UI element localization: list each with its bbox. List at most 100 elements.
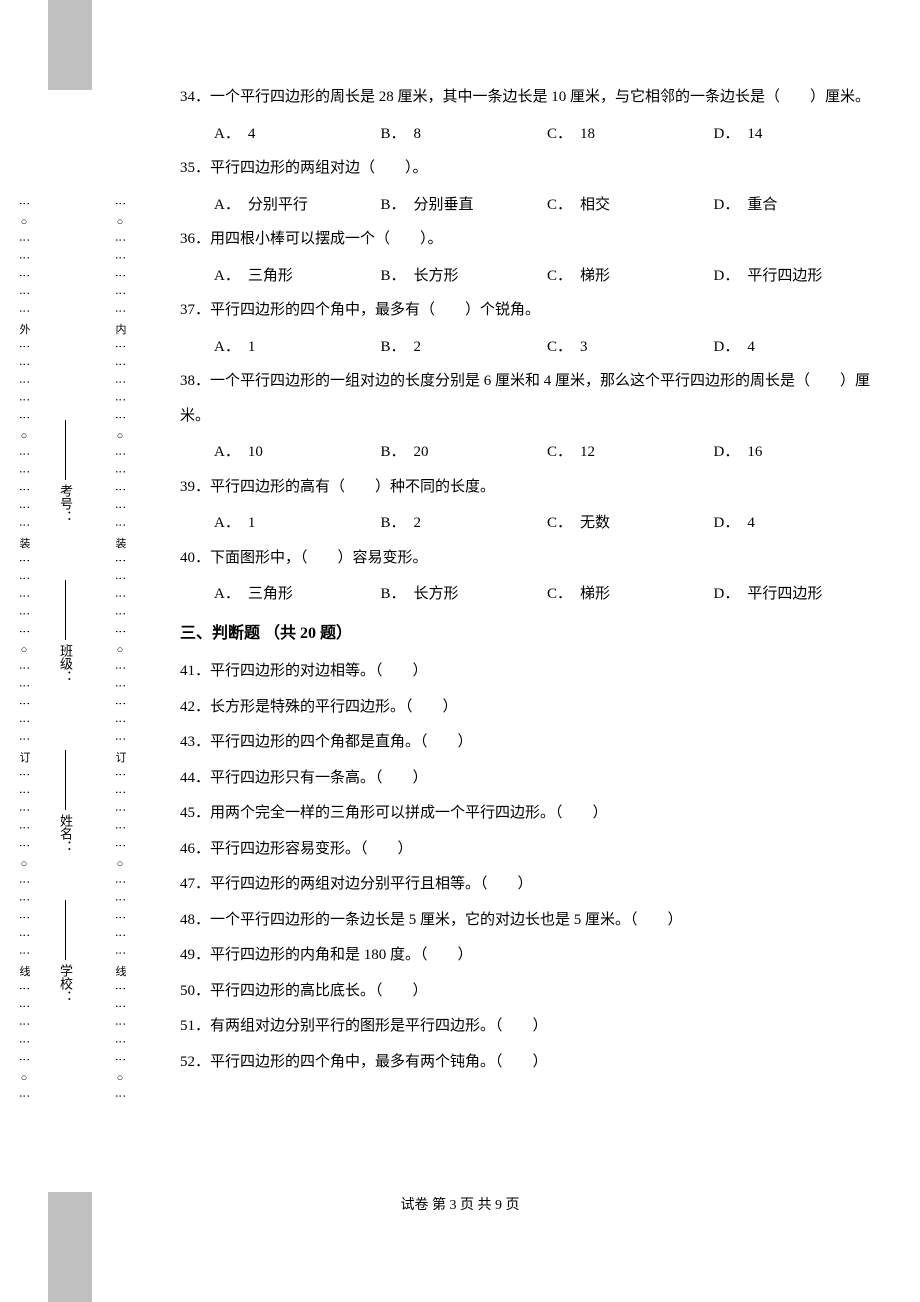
option-letter: C． (547, 126, 572, 142)
option-text: 无数 (580, 515, 610, 531)
option-letter: D． (714, 444, 740, 460)
option: D． 16 (714, 435, 881, 470)
option-text: 1 (248, 515, 256, 531)
option-text: 平行四边形 (747, 586, 822, 602)
tf-question: 48．一个平行四边形的一条边长是 5 厘米，它的对边长也是 5 厘米。（ ） (180, 903, 880, 938)
tf-question: 43．平行四边形的四个角都是直角。（ ） (180, 725, 880, 760)
option-text: 相交 (580, 197, 610, 213)
option-text: 1 (248, 339, 256, 355)
section3-title: 三、判断题 （共 20 题） (180, 616, 880, 653)
option: D． 平行四边形 (714, 577, 881, 612)
option-row: A．1B． 2 C． 3 D．4 (180, 330, 880, 365)
option: C． 梯形 (547, 259, 714, 294)
tf-question: 52．平行四边形的四个角中，最多有两个钝角。（ ） (180, 1045, 880, 1080)
tf-question: 47．平行四边形的两组对边分别平行且相等。（ ） (180, 867, 880, 902)
option-letter: D． (714, 515, 740, 531)
option-letter: D． (714, 197, 740, 213)
inner-binding-margin: ⋮ ○ ⋮ ⋮ ⋮ ⋮ ⋮ 内 ⋮ ⋮ ⋮ ⋮ ⋮ ○ ⋮ ⋮ ⋮ ⋮ ⋮ 装 … (100, 0, 140, 1302)
label-class: 班级： (56, 644, 75, 683)
tf-question: 51．有两组对边分别平行的图形是平行四边形。（ ） (180, 1009, 880, 1044)
option-text: 重合 (747, 197, 777, 213)
question: 38．一个平行四边形的一组对边的长度分别是 6 厘米和 4 厘米，那么这个平行四… (180, 364, 880, 433)
option: D．4 (714, 330, 881, 365)
tf-question: 50．平行四边形的高比底长。（ ） (180, 974, 880, 1009)
field-school: 学校： (56, 900, 75, 1003)
tf-question: 49．平行四边形的内角和是 180 度。（ ） (180, 938, 880, 973)
option: B．分别垂直 (381, 188, 548, 223)
option-text: 三角形 (248, 268, 293, 284)
option: D． 4 (714, 506, 881, 541)
outer-binding-margin: ⋮ ○ ⋮ ⋮ ⋮ ⋮ ⋮ 外 ⋮ ⋮ ⋮ ⋮ ⋮ ○ ⋮ ⋮ ⋮ ⋮ ⋮ 装 … (0, 0, 48, 1302)
question: 40．下面图形中，（ ）容易变形。 (180, 541, 880, 576)
option-text: 8 (414, 126, 422, 142)
option: C． 无数 (547, 506, 714, 541)
tf-question: 42．长方形是特殊的平行四边形。（ ） (180, 690, 880, 725)
option-text: 3 (580, 339, 588, 355)
option: A．三角形 (214, 259, 381, 294)
option-text: 18 (580, 126, 595, 142)
question: 37．平行四边形的四个角中，最多有（ ）个锐角。 (180, 293, 880, 328)
question: 36．用四根小棒可以摆成一个（ ）。 (180, 222, 880, 257)
option-text: 16 (747, 444, 762, 460)
option-text: 2 (414, 339, 422, 355)
option: B．长方形 (381, 577, 548, 612)
option-text: 2 (414, 515, 422, 531)
option-text: 4 (248, 126, 256, 142)
option-letter: C． (547, 197, 572, 213)
option: D． 重合 (714, 188, 881, 223)
option-letter: A． (214, 515, 240, 531)
true-false-block: 41．平行四边形的对边相等。（ ）42．长方形是特殊的平行四边形。（ ）43．平… (180, 654, 880, 1079)
option-letter: C． (547, 515, 572, 531)
option-letter: C． (547, 339, 572, 355)
option-letter: D． (714, 126, 740, 142)
field-exam-no: 考号： (56, 420, 75, 523)
option: A． 1 (214, 506, 381, 541)
option: A．1 (214, 330, 381, 365)
option-letter: D． (714, 586, 740, 602)
option-text: 三角形 (248, 586, 293, 602)
option: C．12 (547, 435, 714, 470)
question: 35．平行四边形的两组对边（ ）。 (180, 151, 880, 186)
option: B． 8 (381, 117, 548, 152)
label-school: 学校： (56, 964, 75, 1003)
option-text: 12 (580, 444, 595, 460)
multiple-choice-block: 34．一个平行四边形的周长是 28 厘米，其中一条边长是 10 厘米，与它相邻的… (180, 80, 880, 612)
label-name: 姓名： (56, 814, 75, 853)
option-text: 梯形 (580, 268, 610, 284)
field-class: 班级： (56, 580, 75, 683)
option-letter: B． (381, 444, 406, 460)
option-letter: A． (214, 586, 240, 602)
option-letter: A． (214, 444, 240, 460)
option-text: 长方形 (414, 268, 459, 284)
page-footer: 试卷 第 3 页 共 9 页 (0, 1194, 920, 1214)
tf-question: 44．平行四边形只有一条高。（ ） (180, 761, 880, 796)
option: A．分别平行 (214, 188, 381, 223)
option-letter: C． (547, 268, 572, 284)
option-row: A． 1 B． 2 C． 无数 D． 4 (180, 506, 880, 541)
tf-question: 41．平行四边形的对边相等。（ ） (180, 654, 880, 689)
question: 39．平行四边形的高有（ ）种不同的长度。 (180, 470, 880, 505)
option: C． 相交 (547, 188, 714, 223)
option-letter: B． (381, 339, 406, 355)
option-text: 14 (747, 126, 762, 142)
option-row: A．4B．8C．18D．14 (180, 117, 880, 152)
outer-margin-pattern: ⋮ ○ ⋮ ⋮ ⋮ ⋮ ⋮ 外 ⋮ ⋮ ⋮ ⋮ ⋮ ○ ⋮ ⋮ ⋮ ⋮ ⋮ 装 … (16, 0, 32, 1302)
option-text: 长方形 (414, 586, 459, 602)
field-name: 姓名： (56, 750, 75, 853)
option-row: A．三角形B．长方形C．梯形D．平行四边形 (180, 577, 880, 612)
option-letter: D． (714, 268, 740, 284)
option-row: A．10B．20C．12D．16 (180, 435, 880, 470)
option-letter: B． (381, 515, 406, 531)
label-exam-no: 考号： (56, 484, 75, 523)
option: C． 18 (547, 117, 714, 152)
option-letter: B． (381, 126, 406, 142)
exam-content: 34．一个平行四边形的周长是 28 厘米，其中一条边长是 10 厘米，与它相邻的… (180, 80, 880, 1080)
option-text: 4 (747, 339, 755, 355)
option-text: 分别平行 (248, 197, 308, 213)
option: B． 2 (381, 506, 548, 541)
option: D． 14 (714, 117, 881, 152)
inner-margin-pattern: ⋮ ○ ⋮ ⋮ ⋮ ⋮ ⋮ 内 ⋮ ⋮ ⋮ ⋮ ⋮ ○ ⋮ ⋮ ⋮ ⋮ ⋮ 装 … (112, 0, 128, 1302)
option-letter: B． (381, 197, 406, 213)
option-row: A．三角形B．长方形C．梯形D．平行四边形 (180, 259, 880, 294)
option-text: 4 (747, 515, 755, 531)
